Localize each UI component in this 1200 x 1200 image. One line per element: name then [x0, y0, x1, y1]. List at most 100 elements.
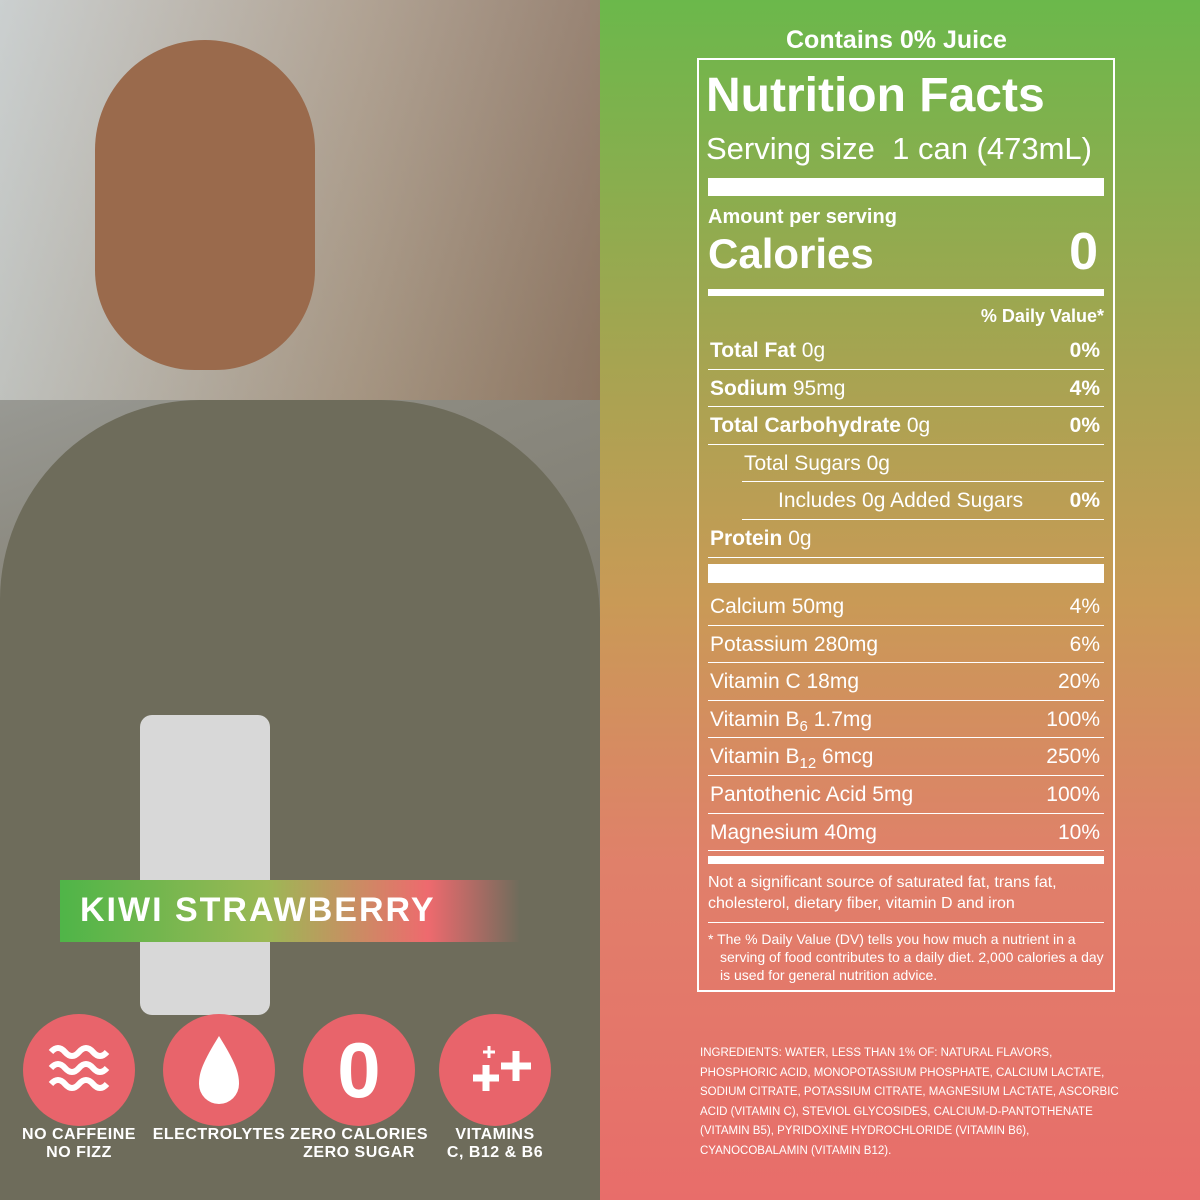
icon-label-line: ZERO SUGAR: [303, 1144, 415, 1161]
nutrient-row: Total Carbohydrate 0g 0%: [710, 414, 1100, 444]
amount-per-serving: Amount per serving: [708, 206, 897, 228]
nutrient-amount: 0g: [906, 414, 931, 438]
nutrient-dv: 100%: [1046, 783, 1100, 806]
nutrient-amount: 50mg: [791, 595, 845, 618]
nutrient-amount: 18mg: [806, 670, 860, 694]
calories-label: Calories: [708, 230, 874, 277]
nutrient-dv: 6%: [1069, 632, 1100, 656]
nutrient-dv: 0%: [1069, 339, 1100, 362]
icon-glyph: [199, 1036, 239, 1104]
nutrient-amount: 6mcg: [822, 745, 874, 769]
dv-header: % Daily Value*: [980, 306, 1104, 326]
lifestyle-photo: KIWI STRAWBERRY NO CAFFEINE NO FIZZ ELECTR…: [0, 0, 600, 1200]
nutrient-dv: 4%: [1069, 595, 1100, 618]
icon-label-line: NO CAFFEINE: [22, 1126, 136, 1143]
nutrient-dv: 10%: [1057, 820, 1100, 844]
nutrient-amount: 0g: [866, 451, 890, 475]
nutrient-name: Includes 0g Added Sugars: [778, 489, 1024, 513]
serving-value: 1 can (473mL): [892, 131, 1092, 166]
nutrient-name: Calcium: [710, 595, 786, 618]
nutrient-name: Potassium: [710, 632, 809, 656]
face: [95, 40, 315, 370]
icon-label-line: ZERO CALORIES: [289, 1126, 429, 1143]
can: [140, 715, 270, 1015]
nutrient-row: Potassium 280mg 6%: [710, 633, 1100, 663]
rule: [742, 519, 1104, 520]
rule: [708, 737, 1104, 739]
rule: [708, 443, 1104, 445]
juice-note: Contains 0% Juice: [786, 26, 1007, 54]
rule: [708, 850, 1104, 852]
rule: [708, 775, 1104, 776]
icon-label-line: VITAMINS: [455, 1126, 535, 1143]
icon-label: ELECTROLYTES: [149, 1126, 289, 1144]
thick-rule: [708, 178, 1104, 196]
nutrition-panel: Contains 0% Juice Nutrition Facts Servin…: [600, 0, 1200, 1200]
calories-value: 0: [1069, 223, 1098, 281]
nutrient-name: Total Fat: [710, 339, 796, 362]
thick-rule: [708, 564, 1104, 583]
icon-glyph: [48, 1045, 110, 1091]
icon-label: VITAMINS C, B12 & B6: [425, 1126, 565, 1162]
icon-circle: [23, 1014, 135, 1126]
label-title: Nutrition Facts: [706, 69, 1045, 122]
nutrient-subscript: 6: [799, 717, 808, 735]
nutrient-dv: 100%: [1046, 707, 1100, 731]
nutrient-dv: 4%: [1069, 376, 1100, 400]
nutrient-dv: 250%: [1046, 745, 1100, 769]
rule: [708, 368, 1104, 370]
rule: [708, 922, 1104, 923]
nutrient-name: Pantothenic Acid: [710, 783, 867, 806]
nutrient-dv: 0%: [1069, 489, 1100, 513]
nutrient-row: Includes 0g Added Sugars 0%: [778, 489, 1100, 519]
nutrient-dv: 0%: [1069, 414, 1100, 438]
ingredients: INGREDIENTS: WATER, LESS THAN 1% OF: NAT…: [700, 1047, 1119, 1157]
rule: [708, 556, 1104, 558]
rule: [708, 662, 1104, 664]
nutrient-row: Vitamin C 18mg 20%: [710, 670, 1100, 700]
icon-label-line: C, B12 & B6: [446, 1144, 544, 1161]
nutrient-name: Vitamin B: [710, 707, 800, 731]
nutrient-row: Pantothenic Acid 5mg 100%: [710, 783, 1100, 813]
nutrient-dv: 20%: [1057, 670, 1100, 694]
nutrient-amount: 5mg: [872, 783, 914, 806]
rule: [708, 812, 1104, 814]
flavor-name: KIWI STRAWBERRY: [80, 891, 436, 929]
nutrient-amount: 1.7mg: [813, 707, 873, 731]
icon-circle: [439, 1014, 551, 1126]
nutrient-amount: 95mg: [792, 376, 846, 400]
nutrient-name: Magnesium: [710, 820, 819, 844]
nutrient-name: Total Carbohydrate: [710, 414, 901, 438]
nutrient-row: Calcium 50mg 4%: [710, 595, 1100, 625]
rule: [742, 481, 1104, 483]
nutrient-row: Sodium 95mg 4%: [710, 377, 1100, 407]
nutrient-row: Protein 0g: [710, 527, 1100, 557]
medium-rule: [708, 856, 1104, 864]
rule: [708, 699, 1104, 701]
nutrient-amount: 280mg: [813, 632, 879, 656]
icon-symbol: 0: [337, 1026, 381, 1114]
serving-label: Serving size: [706, 131, 875, 166]
nutrient-name: Total Sugars: [744, 451, 861, 475]
nutrient-name: Sodium: [710, 376, 787, 400]
serving: Serving size 1 can (473mL): [706, 131, 1092, 167]
medium-rule: [708, 289, 1104, 296]
nutrient-name: Protein: [710, 527, 783, 550]
nutrient-name: Vitamin B: [710, 745, 800, 769]
icon-circle: [163, 1014, 275, 1126]
nutrient-row: Magnesium 40mg 10%: [710, 821, 1100, 851]
rule: [708, 624, 1104, 626]
icon-label: NO CAFFEINE NO FIZZ: [9, 1126, 149, 1162]
icon-label-line: NO FIZZ: [46, 1144, 112, 1161]
nutrient-row: Vitamin B12 6mcg 250%: [710, 745, 1100, 775]
nutrient-amount: 0g: [788, 527, 812, 550]
rule: [708, 406, 1104, 408]
footnote: * The % Daily Value (DV) tells you how m…: [708, 931, 1104, 983]
flavor-banner: [60, 880, 520, 942]
note: Not a significant source of saturated fa…: [708, 874, 1057, 912]
nutrient-name: Vitamin C: [710, 670, 801, 694]
icon-glyph: [473, 1046, 531, 1091]
nutrient-subscript: 12: [799, 755, 817, 773]
nutrient-amount: 40mg: [824, 820, 877, 844]
